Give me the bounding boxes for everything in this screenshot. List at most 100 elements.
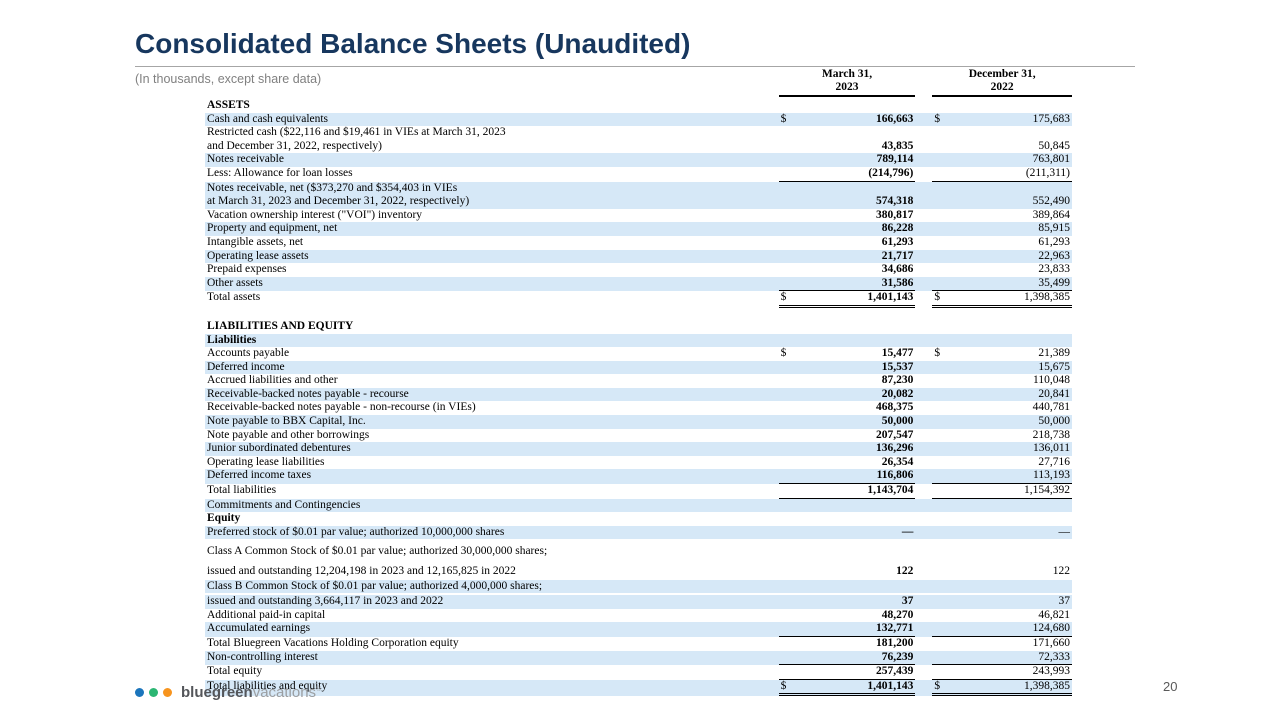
column-gap	[915, 374, 932, 388]
dollar-sign: $	[780, 679, 787, 692]
value-cell	[932, 545, 1072, 559]
row-label: Intangible assets, net	[207, 235, 304, 248]
row-label: Deferred income	[207, 360, 285, 373]
value-cell	[932, 334, 1072, 348]
column-gap	[915, 499, 932, 513]
row-label: Vacation ownership interest ("VOI") inve…	[207, 208, 423, 221]
value-cell: 20,082	[779, 388, 916, 402]
value-2023: 257,439	[875, 665, 914, 678]
balance-sheet-table-body: ASSETS Cash and cash equivalents $166,663 $…	[205, 99, 1072, 697]
table-row: Total liabilities and equity $1,401,143 $1…	[205, 679, 1072, 697]
table-row: Receivable-backed notes payable - recour…	[205, 387, 1072, 402]
value-cell: 48,270	[779, 609, 916, 623]
value-cell: 43,835	[779, 140, 916, 154]
row-label: at March 31, 2023 and December 31, 2022,…	[207, 195, 470, 208]
value-2023: 574,318	[875, 195, 914, 208]
column-gap	[915, 415, 932, 429]
column-gap	[915, 512, 932, 526]
logo-text-vacations: vacations	[252, 684, 317, 701]
value-cell: 763,801	[932, 153, 1072, 167]
table-row: Class A Common Stock of $0.01 par value;…	[205, 545, 1072, 559]
table-row: Property and equipment, net 86,228 85,915	[205, 222, 1072, 236]
value-cell: 574,318	[779, 195, 916, 209]
column-gap	[915, 651, 932, 666]
column-gap	[915, 167, 932, 182]
table-row: Operating lease liabilities 26,354 27,716	[205, 456, 1072, 470]
column-gap	[915, 442, 932, 456]
section-header-row: ASSETS	[205, 99, 1072, 113]
column-gap	[915, 222, 932, 236]
value-cell: 110,048	[932, 374, 1072, 388]
row-label: Junior subordinated debentures	[207, 442, 351, 455]
value-2023: 468,375	[875, 401, 914, 414]
column-gap	[915, 291, 932, 308]
value-cell	[932, 499, 1072, 513]
value-2022: 389,864	[1032, 208, 1070, 221]
table-row: Additional paid-in capital 48,270 46,821	[205, 609, 1072, 623]
value-2022: 218,738	[1032, 428, 1070, 441]
value-cell	[779, 512, 916, 526]
dollar-sign: $	[934, 679, 941, 692]
column-gap	[915, 209, 932, 223]
value-cell: 20,841	[932, 388, 1072, 402]
table-row: and December 31, 2022, respectively) 43,8…	[205, 140, 1072, 154]
value-cell: 468,375	[779, 401, 916, 415]
value-cell: 34,686	[779, 263, 916, 277]
value-cell: —	[779, 526, 916, 540]
title-divider	[135, 66, 1135, 67]
value-2023: 21,717	[881, 249, 914, 262]
value-2022: 122	[1052, 565, 1070, 577]
value-cell: 122	[932, 565, 1072, 579]
table-row: Note payable and other borrowings 207,547…	[205, 429, 1072, 443]
value-2023: 61,293	[881, 235, 914, 248]
column-gap	[915, 140, 932, 154]
column-gap	[915, 665, 932, 680]
value-cell: 76,239	[778, 651, 916, 666]
column-header-december-2022: December 31, 2022	[932, 68, 1072, 97]
column-gap	[915, 250, 932, 264]
value-2022: 124,680	[1032, 622, 1070, 635]
section-header-row: Equity	[205, 512, 1072, 526]
value-cell	[932, 580, 1072, 594]
table-row: Notes receivable 789,114 763,801	[205, 153, 1072, 167]
value-2022: (211,311)	[1025, 166, 1070, 179]
row-label: Note payable and other borrowings	[207, 428, 370, 441]
value-cell: (214,796)	[778, 166, 916, 182]
row-label: Other assets	[207, 276, 263, 289]
value-2023: 380,817	[875, 208, 914, 221]
row-label: LIABILITIES AND EQUITY	[207, 319, 354, 332]
row-label: Less: Allowance for loan losses	[207, 166, 353, 179]
value-cell: 35,499	[932, 277, 1072, 292]
row-label: Total Bluegreen Vacations Holding Corpor…	[207, 636, 459, 649]
row-label: Accrued liabilities and other	[207, 374, 338, 387]
page-number: 20	[1163, 679, 1178, 694]
table-row: Deferred income 15,537 15,675	[205, 360, 1072, 375]
column-gap	[915, 401, 932, 415]
column-gap	[915, 637, 932, 651]
value-cell: 171,660	[932, 637, 1072, 651]
column-gap	[915, 526, 932, 540]
dollar-sign: $	[780, 291, 787, 304]
table-row: Accounts payable $15,477 $21,389	[205, 347, 1072, 361]
value-cell	[932, 99, 1072, 113]
column-gap	[915, 565, 932, 579]
value-cell: $175,683	[932, 113, 1072, 127]
value-cell: 116,806	[778, 469, 916, 485]
table-row: Notes receivable, net ($373,270 and $354…	[205, 181, 1072, 196]
table-header: March 31, 2023 December 31, 2022	[205, 68, 1072, 97]
table-row: Total Bluegreen Vacations Holding Corpor…	[205, 637, 1072, 651]
table-row: Total equity 257,439 243,993	[205, 665, 1072, 680]
value-cell: 124,680	[932, 622, 1072, 637]
value-2022: 15,675	[1038, 360, 1070, 373]
value-cell: 136,011	[932, 442, 1072, 456]
row-label: Preferred stock of $0.01 par value; auth…	[207, 525, 505, 538]
column-gap	[915, 484, 932, 499]
value-cell: 15,675	[932, 361, 1072, 375]
column-gap	[915, 277, 932, 292]
subtitle: (In thousands, except share data)	[135, 72, 322, 86]
value-2023: (214,796)	[868, 166, 914, 179]
row-label: Prepaid expenses	[207, 263, 287, 276]
value-2023: 789,114	[876, 153, 914, 166]
row-label: Total equity	[207, 665, 263, 678]
